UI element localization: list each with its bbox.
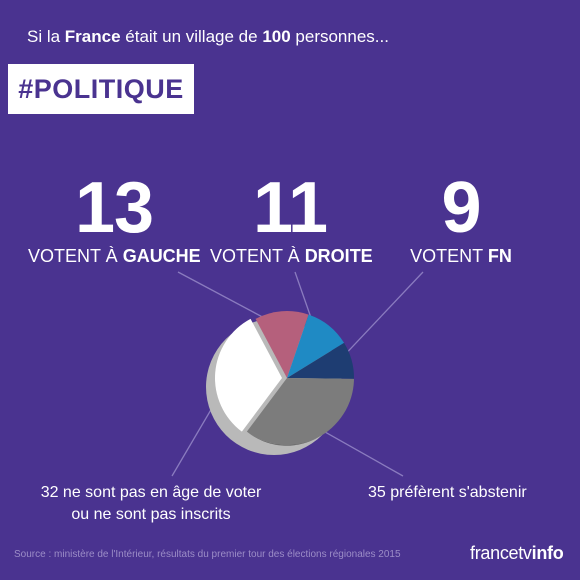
pie-slices	[214, 311, 354, 446]
note-not-eligible-line2: ou ne sont pas inscrits	[71, 506, 231, 523]
intro-text: Si la France était un village de 100 per…	[27, 27, 389, 46]
leader-fn	[334, 271, 424, 366]
intro-highlight-number: 100	[262, 27, 291, 46]
stat-fn: 9 VOTENT FN	[408, 172, 514, 267]
stat-fn-number: 9	[441, 168, 481, 248]
slice-droite	[287, 314, 345, 378]
stat-gauche-label: VOTENT À GAUCHE	[28, 246, 201, 266]
note-abstain: 35 préfèrent s'abstenir	[368, 484, 527, 501]
stat-droite-label: VOTENT À DROITE	[210, 246, 373, 266]
francetvinfo-logo: francetvinfo	[470, 543, 564, 563]
stat-droite: 11 VOTENT À DROITE	[210, 168, 373, 267]
slice-fn	[287, 342, 354, 379]
category-tag: #POLITIQUE	[8, 64, 194, 114]
category-tag-label: #POLITIQUE	[18, 73, 184, 104]
slice-abstain	[246, 378, 354, 445]
slice-not-eligible	[214, 318, 282, 432]
note-not-eligible-line1: 32 ne sont pas en âge de voter	[40, 484, 262, 501]
source-text: Source : ministère de l'Intérieur, résul…	[14, 549, 401, 560]
intro-highlight-country: France	[64, 27, 121, 46]
stat-droite-number: 11	[252, 168, 328, 248]
stat-gauche: 13 VOTENT À GAUCHE	[28, 168, 201, 267]
note-not-eligible: 32 ne sont pas en âge de voter ou ne son…	[30, 482, 272, 526]
stat-fn-label: VOTENT FN	[410, 246, 512, 266]
slice-gauche	[255, 311, 309, 378]
stat-gauche-number: 13	[74, 168, 154, 248]
